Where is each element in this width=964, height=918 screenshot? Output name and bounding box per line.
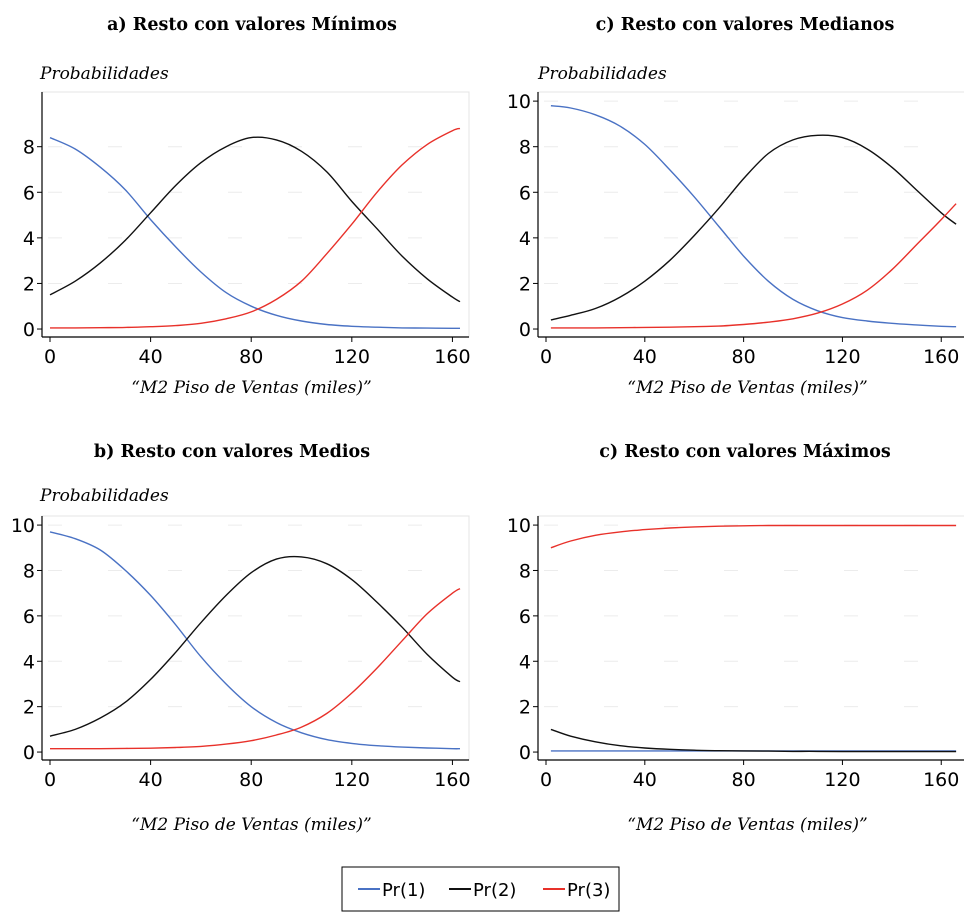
y-tick-label: 8: [519, 137, 531, 159]
y-tick-label: 2: [23, 273, 35, 295]
x-tick-label: 120: [334, 769, 370, 791]
y-tick-label: 4: [519, 651, 531, 673]
plot-area: [537, 515, 964, 761]
series-line-pr1: [49, 136, 461, 330]
y-tick-label: 8: [23, 560, 35, 582]
x-tick-label: 160: [923, 769, 959, 791]
series-line-pr3: [49, 587, 461, 750]
x-tick-label: 40: [633, 769, 657, 791]
x-tick-label: 0: [44, 346, 56, 368]
y-axis-label: Probabilidades: [537, 64, 667, 84]
chart-title: c) Resto con valores Máximos: [599, 442, 891, 462]
y-tick-label: 0: [23, 319, 35, 341]
series-line-pr2: [49, 136, 461, 303]
y-tick-label: 0: [519, 742, 531, 764]
series-line-pr2: [49, 555, 461, 737]
x-tick-label: 80: [732, 346, 756, 368]
y-tick-label: 10: [11, 515, 35, 537]
y-tick-label: 4: [23, 651, 35, 673]
x-axis-label: “M2 Piso de Ventas (miles)”: [131, 815, 371, 835]
chart-title: c) Resto con valores Medianos: [596, 15, 895, 35]
y-tick-label: 8: [519, 560, 531, 582]
y-tick-label: 4: [23, 228, 35, 250]
x-tick-label: 40: [139, 769, 163, 791]
y-tick-label: 6: [519, 182, 531, 204]
x-tick-label: 0: [540, 769, 552, 791]
x-tick-label: 40: [139, 346, 163, 368]
series-line-pr3: [550, 203, 957, 329]
y-tick-label: 0: [23, 742, 35, 764]
chart-panel-3: 0 2 4 6 8 10 0 40 80 120 160 b) Resto con valores M…: [11, 442, 471, 835]
x-tick-label: 0: [44, 769, 56, 791]
x-axis-label: “M2 Piso de Ventas (miles)”: [131, 378, 371, 398]
x-tick-label: 80: [732, 769, 756, 791]
x-tick-label: 0: [540, 346, 552, 368]
y-tick-label: 6: [519, 606, 531, 628]
x-tick-label: 120: [334, 346, 370, 368]
plot-area: [41, 515, 470, 761]
series-line-pr3: [50, 127, 461, 329]
plot-area: [537, 91, 964, 338]
x-tick-label: 80: [239, 769, 263, 791]
series-line-pr2: [550, 728, 957, 753]
x-tick-label: 160: [923, 346, 959, 368]
x-tick-label: 160: [434, 346, 470, 368]
x-tick-label: 120: [824, 346, 860, 368]
x-tick-label: 40: [633, 346, 657, 368]
series-line-pr3: [550, 524, 957, 549]
x-axis-label: “M2 Piso de Ventas (miles)”: [627, 378, 867, 398]
series-line-pr2: [550, 134, 957, 321]
y-tick-label: 6: [23, 606, 35, 628]
y-tick-label: 2: [519, 273, 531, 295]
series-line-pr1: [550, 105, 957, 328]
x-tick-label: 160: [434, 769, 470, 791]
y-tick-label: 4: [519, 228, 531, 250]
y-axis-label: Probabilidades: [39, 486, 169, 506]
legend-box: [341, 866, 620, 912]
x-tick-label: 80: [239, 346, 263, 368]
y-tick-label: 2: [519, 697, 531, 719]
plot-area: [41, 91, 470, 338]
chart-title: a) Resto con valores Mínimos: [107, 15, 397, 35]
legend-label: Pr(3): [567, 880, 610, 901]
y-axis-label: Probabilidades: [39, 64, 169, 84]
y-tick-label: 8: [23, 137, 35, 159]
legend-label: Pr(2): [473, 880, 516, 901]
y-tick-label: 2: [23, 697, 35, 719]
y-tick-label: 10: [507, 515, 531, 537]
x-tick-label: 120: [824, 769, 860, 791]
series-line-pr1: [49, 531, 461, 750]
legend-label: Pr(1): [382, 880, 425, 901]
y-tick-label: 6: [23, 182, 35, 204]
chart-panel-2: 0 2 4 6 8 10 0 40 80 120 160 c) Resto con valores M…: [507, 15, 964, 398]
y-tick-label: 10: [507, 91, 531, 113]
legend: Pr(1) Pr(2) Pr(3): [341, 866, 620, 912]
y-tick-label: 0: [519, 319, 531, 341]
x-axis-label: “M2 Piso de Ventas (miles)”: [627, 815, 867, 835]
chart-title: b) Resto con valores Medios: [94, 442, 370, 462]
chart-panel-4: 0 2 4 6 8 10 0 40 80 120 160 c) Resto con valores M…: [507, 442, 964, 835]
